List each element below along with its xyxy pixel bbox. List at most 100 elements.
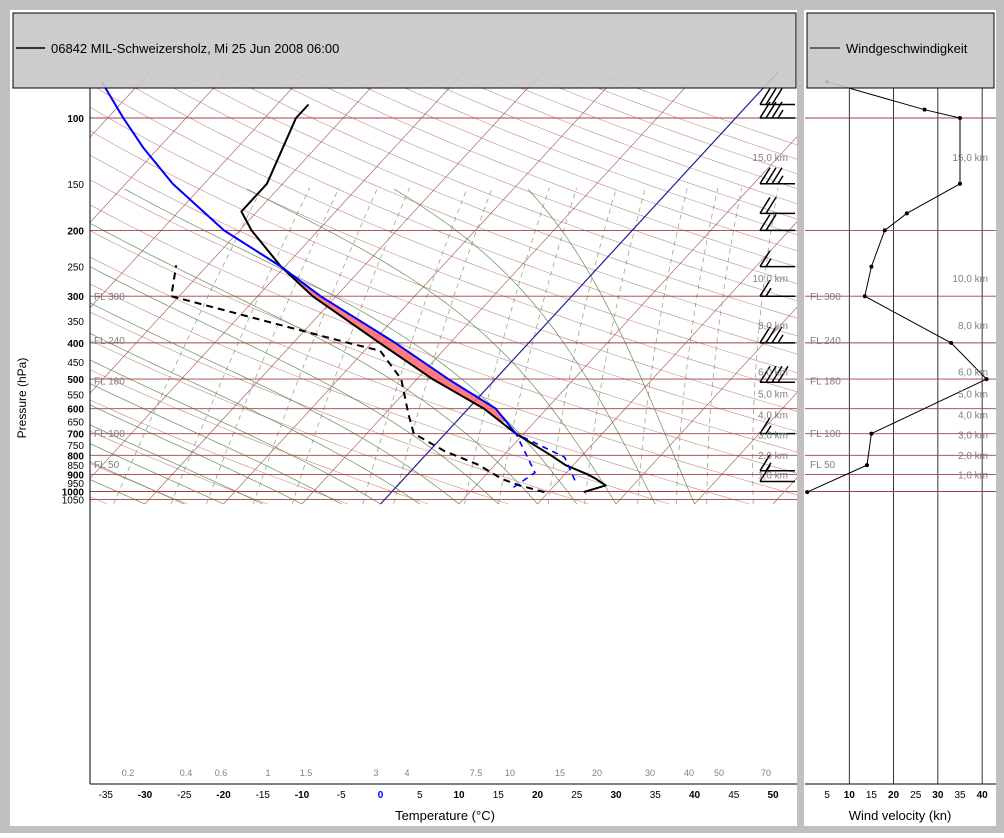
mixing-ratio-label: 70 xyxy=(761,768,771,778)
mixing-ratio-label: 20 xyxy=(592,768,602,778)
pressure-tick-label: 300 xyxy=(67,292,84,303)
mixing-ratio-label: 0.2 xyxy=(122,768,135,778)
mixing-ratio-label: 50 xyxy=(714,768,724,778)
height-label: 6,0 km xyxy=(758,367,788,378)
side-tick-label: 20 xyxy=(888,790,900,801)
mixing-ratio-label: 40 xyxy=(684,768,694,778)
legend-label-main: 06842 MIL-Schweizersholz, Mi 25 Jun 2008… xyxy=(51,41,339,56)
wind-speed-point xyxy=(883,228,887,232)
temperature-tick-label: -10 xyxy=(295,790,310,801)
pressure-tick-label: 450 xyxy=(67,358,84,369)
side-flight-level-label: FL 50 xyxy=(810,460,836,471)
height-label: 4,0 km xyxy=(758,410,788,421)
wind-speed-point xyxy=(805,490,809,494)
wind-speed-point xyxy=(958,182,962,186)
side-flight-level-label: FL 100 xyxy=(810,429,841,440)
side-tick-label: 35 xyxy=(954,790,966,801)
height-label: 8,0 km xyxy=(758,321,788,332)
wind-speed-point xyxy=(865,463,869,467)
height-label: 5,0 km xyxy=(758,390,788,401)
wind-speed-point xyxy=(958,116,962,120)
temperature-tick-label: 50 xyxy=(767,790,779,801)
side-flight-level-label: FL 240 xyxy=(810,336,841,347)
side-tick-label: 10 xyxy=(844,790,856,801)
pressure-tick-label: 550 xyxy=(67,391,84,402)
pressure-tick-label: 650 xyxy=(67,418,84,429)
side-flight-level-label: FL 180 xyxy=(810,377,841,388)
flight-level-label: FL 300 xyxy=(94,292,125,303)
pressure-tick-label: 100 xyxy=(67,114,84,125)
side-height-label: 1,0 km xyxy=(958,471,988,482)
side-height-label: 8,0 km xyxy=(958,321,988,332)
temperature-tick-label: -35 xyxy=(99,790,114,801)
temperature-tick-label: 40 xyxy=(689,790,701,801)
pressure-tick-label: 350 xyxy=(67,317,84,328)
mixing-ratio-label: 7.5 xyxy=(470,768,483,778)
mixing-ratio-label: 1 xyxy=(265,768,270,778)
temperature-tick-label: 45 xyxy=(728,790,740,801)
temperature-tick-label: 20 xyxy=(532,790,544,801)
pressure-tick-label: 250 xyxy=(67,263,84,274)
mixing-ratio-label: 1.5 xyxy=(300,768,313,778)
mixing-ratio-label: 10 xyxy=(505,768,515,778)
side-height-label: 2,0 km xyxy=(958,451,988,462)
wind-speed-point xyxy=(863,294,867,298)
flight-level-label: FL 240 xyxy=(94,336,125,347)
side-flight-level-label: FL 300 xyxy=(810,292,841,303)
side-height-label: 3,0 km xyxy=(958,430,988,441)
temperature-tick-label: -15 xyxy=(256,790,271,801)
side-height-label: 4,0 km xyxy=(958,410,988,421)
mixing-ratio-label: 4 xyxy=(404,768,409,778)
temperature-tick-label: 5 xyxy=(417,790,423,801)
side-tick-label: 25 xyxy=(910,790,922,801)
temperature-tick-label: 30 xyxy=(610,790,622,801)
flight-level-label: FL 180 xyxy=(94,377,125,388)
mixing-ratio-label: 0.6 xyxy=(215,768,228,778)
temperature-tick-label: -25 xyxy=(177,790,192,801)
height-label: 2,0 km xyxy=(758,451,788,462)
temperature-tick-label: 0 xyxy=(378,790,384,801)
side-tick-label: 5 xyxy=(824,790,830,801)
x-axis-title: Temperature (°C) xyxy=(395,808,495,823)
pressure-tick-label: 500 xyxy=(67,375,84,386)
temperature-tick-label: -20 xyxy=(216,790,231,801)
temperature-tick-label: 10 xyxy=(453,790,465,801)
wind-speed-point xyxy=(949,341,953,345)
temperature-tick-label: -5 xyxy=(337,790,346,801)
side-height-label: 5,0 km xyxy=(958,390,988,401)
temperature-tick-label: -30 xyxy=(138,790,153,801)
pressure-tick-label: 400 xyxy=(67,339,84,350)
height-label: 3,0 km xyxy=(758,430,788,441)
pressure-tick-label: 200 xyxy=(67,226,84,237)
pressure-tick-label: 750 xyxy=(67,441,84,452)
side-height-label: 6,0 km xyxy=(958,367,988,378)
height-label: 10,0 km xyxy=(752,274,788,285)
temperature-tick-label: 15 xyxy=(493,790,505,801)
pressure-tick-label: 1050 xyxy=(62,495,85,506)
pressure-tick-label: 600 xyxy=(67,405,84,416)
side-tick-label: 15 xyxy=(866,790,878,801)
side-x-axis-title: Wind velocity (kn) xyxy=(849,808,952,823)
flight-level-label: FL 50 xyxy=(94,460,120,471)
main-panel xyxy=(10,10,797,826)
temperature-tick-label: 25 xyxy=(571,790,583,801)
side-height-label: 10,0 km xyxy=(952,274,988,285)
wind-speed-point xyxy=(869,265,873,269)
flight-level-label: FL 100 xyxy=(94,429,125,440)
wind-speed-point xyxy=(905,211,909,215)
pressure-tick-label: 150 xyxy=(67,180,84,191)
mixing-ratio-label: 0.4 xyxy=(180,768,193,778)
mixing-ratio-label: 15 xyxy=(555,768,565,778)
side-height-label: 15,0 km xyxy=(952,153,988,164)
mixing-ratio-label: 3 xyxy=(373,768,378,778)
pressure-tick-label: 700 xyxy=(67,430,84,441)
y-axis-title: Pressure (hPa) xyxy=(15,358,29,439)
mixing-ratio-label: 30 xyxy=(645,768,655,778)
legend-label-side: Windgeschwindigkeit xyxy=(846,41,968,56)
height-label: 15,0 km xyxy=(752,153,788,164)
side-tick-label: 40 xyxy=(977,790,989,801)
temperature-tick-label: 35 xyxy=(650,790,662,801)
wind-speed-point xyxy=(923,108,927,112)
